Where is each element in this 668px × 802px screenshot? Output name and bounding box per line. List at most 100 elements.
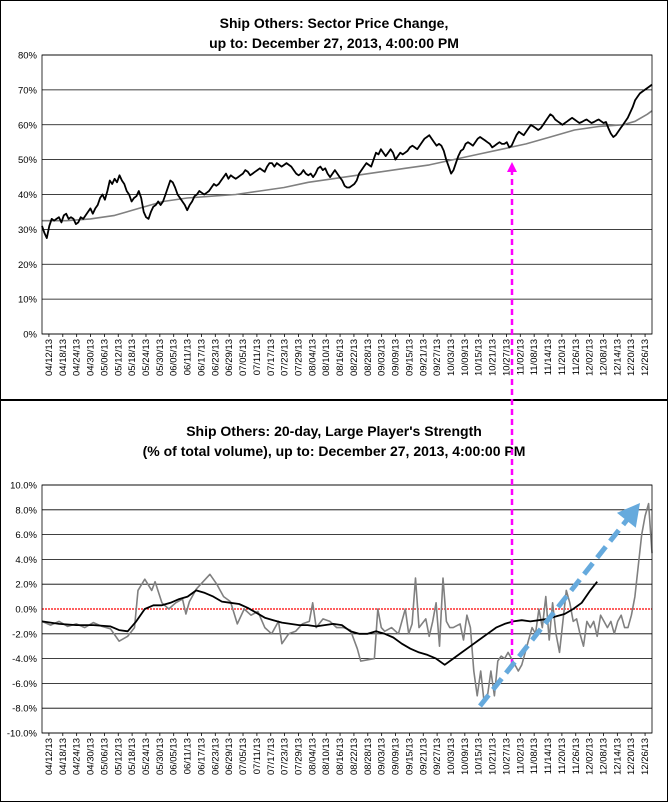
x-tick-label: 09/09/13 <box>391 339 402 376</box>
x-tick-label: 12/08/13 <box>598 738 609 775</box>
x-tick-label: 06/05/13 <box>169 738 180 775</box>
x-tick-label: 06/17/13 <box>196 339 207 376</box>
x-tick-label: 06/11/13 <box>183 738 194 774</box>
x-tick-label: 09/27/13 <box>432 339 443 376</box>
x-tick-label: 05/24/13 <box>141 738 152 775</box>
x-tick-label: 10/15/13 <box>474 738 485 775</box>
y-tick-label: 50% <box>18 155 38 166</box>
x-tick-label: 05/30/13 <box>155 339 166 376</box>
x-tick-label: 07/11/13 <box>252 339 263 375</box>
x-tick-label: 04/18/13 <box>58 738 69 775</box>
x-tick-label: 10/27/13 <box>501 339 512 376</box>
x-tick-label: 10/09/13 <box>460 339 471 376</box>
x-tick-label: 05/30/13 <box>155 738 166 775</box>
y-tick-label: 0% <box>23 330 37 341</box>
x-tick-label: 07/23/13 <box>280 738 291 775</box>
chart-subtitle: (% of total volume), up to: December 27,… <box>142 443 526 459</box>
y-tick-label: 10% <box>18 295 38 306</box>
y-tick-label: 0.0% <box>15 605 37 616</box>
x-tick-label: 07/23/13 <box>280 339 291 376</box>
x-tick-label: 12/26/13 <box>640 339 651 376</box>
x-tick-label: 07/11/13 <box>252 738 263 774</box>
plot-area <box>41 54 653 335</box>
x-tick-label: 11/08/13 <box>529 738 540 774</box>
x-tick-label: 06/23/13 <box>210 339 221 376</box>
x-tick-label: 04/12/13 <box>44 339 55 376</box>
x-tick-label: 12/20/13 <box>626 339 637 376</box>
x-tick-label: 06/23/13 <box>210 738 221 775</box>
x-tick-label: 09/15/13 <box>404 339 415 376</box>
x-tick-label: 08/16/13 <box>335 339 346 376</box>
x-tick-label: 06/17/13 <box>196 738 207 775</box>
x-tick-label: 11/08/13 <box>529 339 540 375</box>
x-tick-label: 12/08/13 <box>598 339 609 376</box>
y-tick-label: 80% <box>18 51 38 62</box>
x-tick-label: 06/05/13 <box>169 339 180 376</box>
x-tick-label: 08/22/13 <box>349 738 360 775</box>
x-tick-label: 07/17/13 <box>266 339 277 376</box>
x-tick-label: 05/06/13 <box>99 738 110 775</box>
x-tick-label: 08/22/13 <box>349 339 360 376</box>
y-tick-label: 8.0% <box>15 505 37 516</box>
x-tick-label: 11/14/13 <box>543 339 554 375</box>
x-tick-label: 12/02/13 <box>585 738 596 775</box>
x-tick-label: 10/03/13 <box>446 339 457 376</box>
x-tick-label: 06/29/13 <box>224 738 235 775</box>
y-tick-label: 70% <box>18 85 38 96</box>
series-line <box>41 83 653 239</box>
x-tick-label: 05/24/13 <box>141 339 152 376</box>
y-tick-label: 20% <box>18 260 38 271</box>
y-tick-label: 4.0% <box>15 555 37 566</box>
x-tick-label: 11/20/13 <box>557 339 568 375</box>
x-tick-label: 12/14/13 <box>612 738 623 775</box>
x-tick-label: 11/14/13 <box>543 738 554 774</box>
x-tick-label: 09/03/13 <box>377 738 388 775</box>
trend-arrow-head <box>616 503 640 528</box>
chart-subtitle: up to: December 27, 2013, 4:00:00 PM <box>209 35 459 51</box>
plot-area <box>41 484 653 734</box>
x-tick-label: 09/21/13 <box>418 738 429 775</box>
x-tick-label: 12/20/13 <box>626 738 637 775</box>
y-tick-label: -2.0% <box>12 629 37 640</box>
y-tick-label: 10.0% <box>10 481 37 492</box>
x-tick-label: 05/18/13 <box>127 738 138 775</box>
x-tick-label: 10/15/13 <box>474 339 485 376</box>
x-tick-label: 12/02/13 <box>585 339 596 376</box>
x-tick-label: 11/26/13 <box>571 339 582 375</box>
y-tick-label: 40% <box>18 190 38 201</box>
y-tick-label: 6.0% <box>15 530 37 541</box>
x-tick-label: 09/09/13 <box>391 738 402 775</box>
x-tick-label: 04/18/13 <box>58 339 69 376</box>
x-tick-label: 05/06/13 <box>99 339 110 376</box>
x-tick-label: 10/21/13 <box>488 339 499 376</box>
trend-arrow <box>478 514 632 708</box>
chart-title: Ship Others: Sector Price Change, <box>219 15 449 31</box>
series-line <box>42 110 653 222</box>
x-tick-label: 11/20/13 <box>557 738 568 774</box>
x-tick-label: 11/26/13 <box>571 738 582 774</box>
x-tick-label: 12/14/13 <box>612 339 623 376</box>
x-tick-label: 07/05/13 <box>238 339 249 376</box>
x-tick-label: 04/24/13 <box>72 738 83 775</box>
x-tick-label: 06/11/13 <box>183 339 194 375</box>
y-tick-label: 2.0% <box>15 580 37 591</box>
y-tick-label: -10.0% <box>7 729 38 740</box>
series-line <box>41 502 653 703</box>
x-tick-label: 09/21/13 <box>418 339 429 376</box>
x-tick-label: 11/02/13 <box>515 339 526 375</box>
x-tick-label: 07/05/13 <box>238 738 249 775</box>
x-tick-label: 04/12/13 <box>44 738 55 775</box>
x-tick-label: 10/21/13 <box>488 738 499 775</box>
x-tick-label: 08/04/13 <box>307 738 318 775</box>
y-tick-label: -8.0% <box>12 704 37 715</box>
y-tick-label: -4.0% <box>12 654 37 665</box>
x-tick-label: 06/29/13 <box>224 339 235 376</box>
x-tick-label: 08/28/13 <box>363 339 374 376</box>
x-tick-label: 09/27/13 <box>432 738 443 775</box>
x-tick-label: 04/30/13 <box>86 339 97 376</box>
x-tick-label: 09/03/13 <box>377 339 388 376</box>
x-tick-label: 08/28/13 <box>363 738 374 775</box>
y-tick-label: 60% <box>18 120 38 131</box>
x-tick-label: 08/04/13 <box>307 339 318 376</box>
